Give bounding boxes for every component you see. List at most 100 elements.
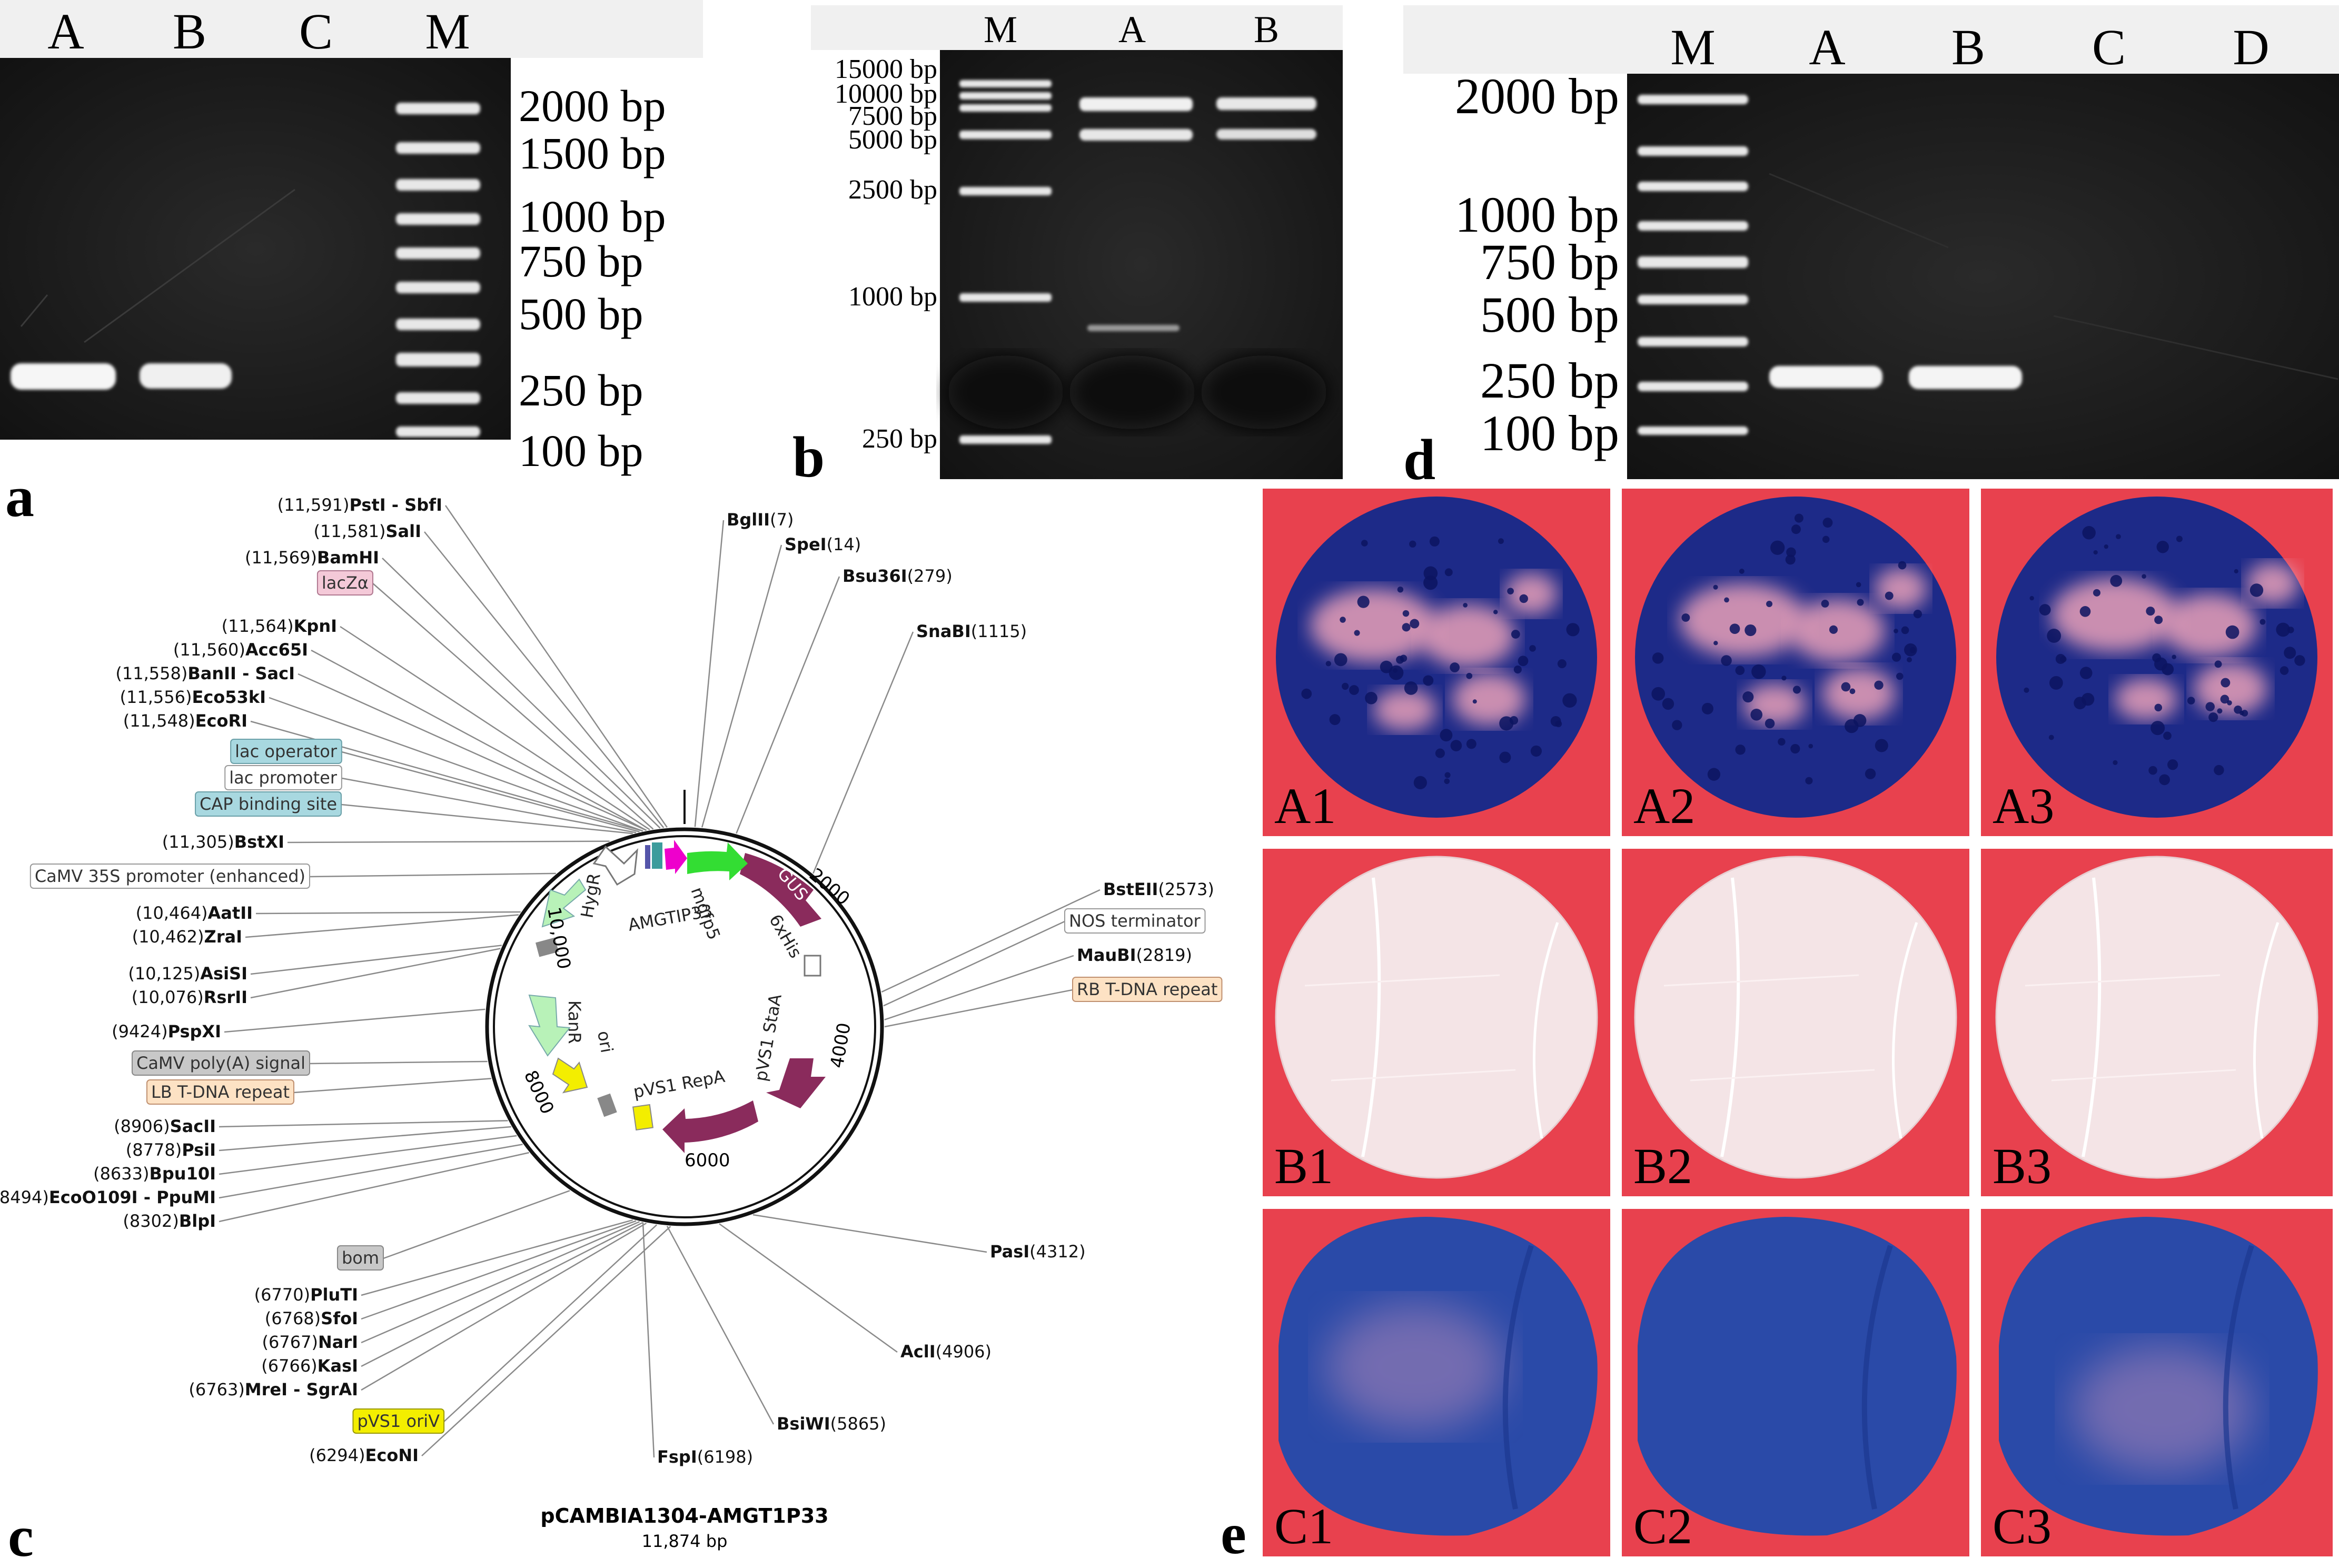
leaf-disc-c1: C1 [1263,1209,1610,1556]
band-b-A-1 [1079,97,1193,111]
site-label: FspI(6198) [657,1447,753,1467]
feature-label-ori: ori [593,1029,617,1055]
site-label: Bsu36I(279) [843,566,953,586]
site-label: (8633)Bpu10I [93,1164,216,1184]
panel-c: 2000 4000 6000 8000 10,000 mgfp5 GUS 6xH… [0,495,1223,1568]
leaf-label-c2: C2 [1633,1498,1692,1554]
ladder-label-b-7500: 7500 bp [848,101,937,131]
site-label-text: AclI(4906) [900,1342,992,1362]
site-label-text: (11,558)BanII - SacI [115,663,295,683]
site-label-text: (6768)SfoI [265,1308,358,1328]
ladder-label-d-1000: 1000 bp [1455,186,1619,243]
feature-label-text: RB T-DNA repeat [1077,979,1217,999]
site-label-text: (10,125)AsiSI [128,964,247,984]
band-d-A [1769,366,1882,388]
site-label: (11,564)KpnI [222,616,337,636]
leaf-disc-b3: B3 [1981,849,2333,1196]
site-label: (10,462)ZraI [132,927,242,947]
panel-d: M A B C D 2000 bp 1000 bp 750 bp 500 bp … [1403,5,2339,492]
ladder-label-a-100: 100 bp [519,425,643,476]
feature-label: lac operator [230,739,342,764]
leaf-label-a2: A2 [1633,778,1695,834]
site-label-text: Bsu36I(279) [843,566,953,586]
lane-label-d-A: A [1809,19,1845,75]
panel-letter-a: a [5,464,34,529]
gel-d [1627,74,2339,479]
band-b-A-2 [1079,129,1193,141]
ladder-label-a-500: 500 bp [519,289,643,339]
site-label: AclI(4906) [900,1342,992,1362]
ladder-b [959,80,1052,444]
site-label: MauBI(2819) [1077,945,1192,965]
site-label: (10,464)AatII [136,903,253,923]
site-label-text: FspI(6198) [657,1447,753,1467]
leaf-disc-a1: A1 [1263,489,1610,836]
feature-label-kanr: KanR [564,1000,584,1044]
mgfp5-arrow [687,842,748,880]
site-label-text: PasI(4312) [990,1242,1086,1262]
lane-label-b-M: M [984,8,1017,51]
ladder-label-a-750: 750 bp [519,236,643,286]
site-label: (11,581)SalI [314,521,421,541]
leaf-label-b3: B3 [1993,1138,2051,1194]
feature-label: CAP binding site [195,791,342,817]
feature-label-text: CAP binding site [200,794,337,814]
site-label-text: (9424)PspXI [112,1021,221,1041]
site-label-text: (10,076)RsrII [132,987,247,1007]
site-label-text: (6294)EcoNI [309,1445,419,1465]
site-label-text: (11,569)BamHI [245,548,379,568]
band-b-B-1 [1216,97,1316,110]
feature-label-text: CaMV poly(A) signal [136,1053,305,1073]
feature-label-text: LB T-DNA repeat [151,1082,290,1102]
panel-b: M A B 15000 bp 10000 bp 7500 bp 5000 bp … [792,5,1343,489]
site-label-text: (11,564)KpnI [222,616,337,636]
map-tick-6000: 6000 [685,1150,730,1171]
leaf-label-a1: A1 [1274,778,1336,834]
feature-label: pVS1 oriV [352,1408,445,1434]
ladder-label-b-5000: 5000 bp [848,125,937,155]
site-label: (8906)SacII [114,1116,216,1136]
band-a-A [11,363,116,390]
panel-e: A1 A2 A3 B1 B2 B3 C1 C2 C3 e [1221,487,2339,1568]
plasmid-backbone-inner [493,835,876,1218]
site-label-text: (11,581)SalI [314,521,421,541]
site-label: (6767)NarI [262,1332,358,1352]
ladder-label-b-1000: 1000 bp [848,282,937,312]
feature-label: CaMV poly(A) signal [131,1050,310,1076]
ladder-label-b-2500: 2500 bp [848,175,937,205]
site-label: (8778)PsiI [126,1140,216,1160]
site-label-text: (11,305)BstXI [162,832,284,852]
panel-letter-b: b [792,425,825,489]
site-label: BsiWI(5865) [777,1414,886,1434]
site-label-text: (11,560)Acc65I [173,640,308,660]
site-label: BglII(7) [727,510,794,530]
ladder-label-d-250: 250 bp [1480,352,1619,409]
plasmid-name: pCAMBIA1304-AMGT1P33 [540,1504,828,1527]
ladder-label-b-250: 250 bp [862,424,937,454]
leaf-label-b1: B1 [1274,1138,1333,1194]
leaf-label-b2: B2 [1633,1138,1692,1194]
site-label: (11,556)Eco53kI [120,687,266,707]
lane-label-a-M: M [425,3,470,59]
band-b-B-2 [1216,129,1316,140]
site-label: (8494)EcoO109I - PpuMI [0,1187,216,1207]
site-label: (10,125)AsiSI [128,964,247,984]
site-label-text: (10,464)AatII [136,903,253,923]
site-label-text: MauBI(2819) [1077,945,1192,965]
ladder-d [1638,95,1748,435]
lane-label-d-M: M [1670,19,1715,75]
site-label-text: (11,548)EcoRI [123,711,247,731]
leaf-grid: A1 A2 A3 B1 B2 B3 C1 C2 C3 [1263,489,2333,1556]
feature-arrows [528,840,826,1153]
map-tick-4000: 4000 [826,1021,855,1069]
band-a-B [140,363,232,389]
leaf-disc-b1: B1 [1263,849,1610,1196]
feature-label-pvs1-repa: pVS1 RepA [632,1066,727,1102]
site-label-text: (6766)KasI [261,1356,358,1376]
feature-label-text: NOS terminator [1069,911,1201,931]
site-label: (6763)MreI - SgrAI [189,1380,358,1400]
feature-label-text: lac operator [235,741,338,761]
site-label: SpeI(14) [785,534,861,554]
gus-arrow [740,853,821,927]
